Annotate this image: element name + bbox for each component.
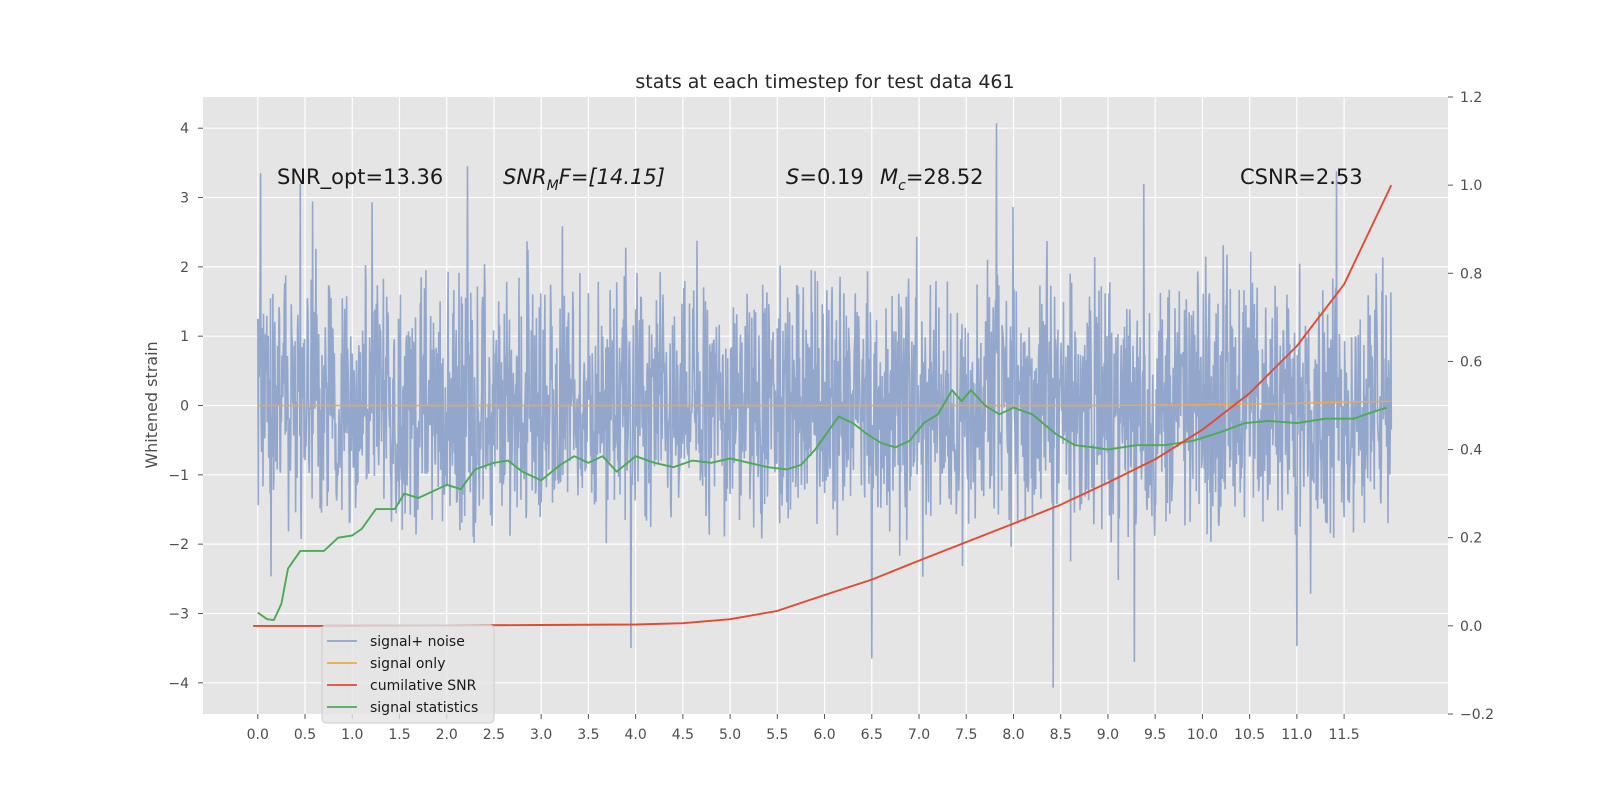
x-tick-label: 9.5 — [1144, 727, 1166, 743]
y-left-tick-label: 0 — [180, 399, 189, 415]
annotation-snr-mf-sub: M — [547, 178, 559, 194]
series-lines — [253, 184, 1393, 627]
y-left-tick-label: 3 — [180, 191, 189, 207]
annotation-snr-mf-rest: F=[14.15] — [559, 165, 665, 189]
x-tick-label: 2.5 — [483, 727, 505, 743]
y-right-tick-label: 0.6 — [1460, 354, 1482, 370]
x-tick-label: 7.0 — [908, 727, 930, 743]
x-tick-label: 10.0 — [1187, 727, 1218, 743]
y-left-tick-label: −1 — [168, 468, 189, 484]
y-left-tick-label: 4 — [180, 121, 189, 137]
x-tick-label: 5.5 — [766, 727, 788, 743]
y-left-tick-label: 1 — [180, 329, 189, 345]
series-line-signal-only — [257, 400, 1392, 407]
y-axis-label: Whitened strain — [142, 341, 161, 468]
legend-label-signal-plus-noise: signal+ noise — [370, 634, 465, 650]
x-tick-label: 3.0 — [530, 727, 552, 743]
legend-label-signal-statistics: signal statistics — [370, 700, 478, 716]
annotation-mc-main: M — [880, 165, 898, 189]
annotation-snr-mf: SNRMF=[14.15] — [503, 165, 665, 194]
y-right-tick-label: 0.0 — [1460, 619, 1482, 635]
x-tick-label: 8.5 — [1050, 727, 1072, 743]
legend-item-signal-only: signal only — [327, 656, 445, 672]
legend-item-signal-statistics: signal statistics — [327, 700, 478, 716]
annotation-s-rest: =0.19 — [799, 165, 863, 189]
annotation-s-main: S — [786, 165, 799, 189]
y-right-tick-label: 1.2 — [1460, 90, 1482, 106]
annotation-snr-opt: SNR_opt=13.36 — [277, 165, 443, 190]
x-tick-label: 4.0 — [624, 727, 646, 743]
y-right-tick-label: 0.2 — [1460, 531, 1482, 547]
legend: signal+ noise signal only cumilative SNR… — [321, 624, 495, 724]
x-tick-label: 11.5 — [1329, 727, 1360, 743]
x-tick-label: 1.0 — [341, 727, 363, 743]
legend-label-signal-only: signal only — [370, 656, 445, 672]
y-left-tick-label: 2 — [180, 260, 189, 276]
annotation-mc-rest: =28.52 — [906, 165, 984, 189]
annotation-s: S=0.19 — [786, 165, 864, 189]
y-left-tick-label: −3 — [168, 606, 189, 622]
x-tick-label: 9.0 — [1097, 727, 1119, 743]
x-tick-label: 0.5 — [294, 727, 316, 743]
y-left-tick-label: −4 — [168, 676, 189, 692]
annotation-snr-mf-main: SNR — [503, 165, 547, 189]
x-tick-label: 2.0 — [436, 727, 458, 743]
x-tick-label: 11.0 — [1281, 727, 1312, 743]
x-tick-label: 6.0 — [813, 727, 835, 743]
legend-item-signal-plus-noise: signal+ noise — [327, 634, 465, 650]
legend-label-cumilative-snr: cumilative SNR — [370, 678, 477, 694]
annotation-mc: Mc=28.52 — [880, 165, 984, 194]
x-tick-label: 4.5 — [672, 727, 694, 743]
x-tick-label: 5.0 — [719, 727, 741, 743]
y-right-tick-label: 0.8 — [1460, 266, 1482, 282]
x-tick-label: 6.5 — [861, 727, 883, 743]
y-right-tick-label: 0.4 — [1460, 443, 1482, 459]
x-tick-label: 10.5 — [1234, 727, 1265, 743]
x-tick-label: 1.5 — [388, 727, 410, 743]
x-tick-label: 7.5 — [955, 727, 977, 743]
y-right-tick-label: 1.0 — [1460, 178, 1482, 194]
series-line-signal-statistics — [257, 389, 1387, 622]
x-tick-label: 3.5 — [577, 727, 599, 743]
y-left-tick-label: −2 — [168, 537, 189, 553]
x-tick-label: 0.0 — [247, 727, 269, 743]
x-tick-label: 8.0 — [1002, 727, 1024, 743]
y-right-tick-label: −0.2 — [1460, 707, 1494, 723]
legend-item-cumilative-snr: cumilative SNR — [327, 678, 477, 694]
chart-title: stats at each timestep for test data 461 — [635, 71, 1014, 93]
annotation-csnr: CSNR=2.53 — [1240, 165, 1363, 189]
legend-box — [321, 624, 495, 724]
axes: 0.0 0.5 1.0 1.5 2.0 2.5 3.0 3.5 4.0 4.5 5.0 5.5 6.0 6… — [168, 90, 1494, 743]
annotation-mc-sub: c — [898, 178, 906, 194]
series-line-cumilative-snr — [253, 184, 1393, 627]
